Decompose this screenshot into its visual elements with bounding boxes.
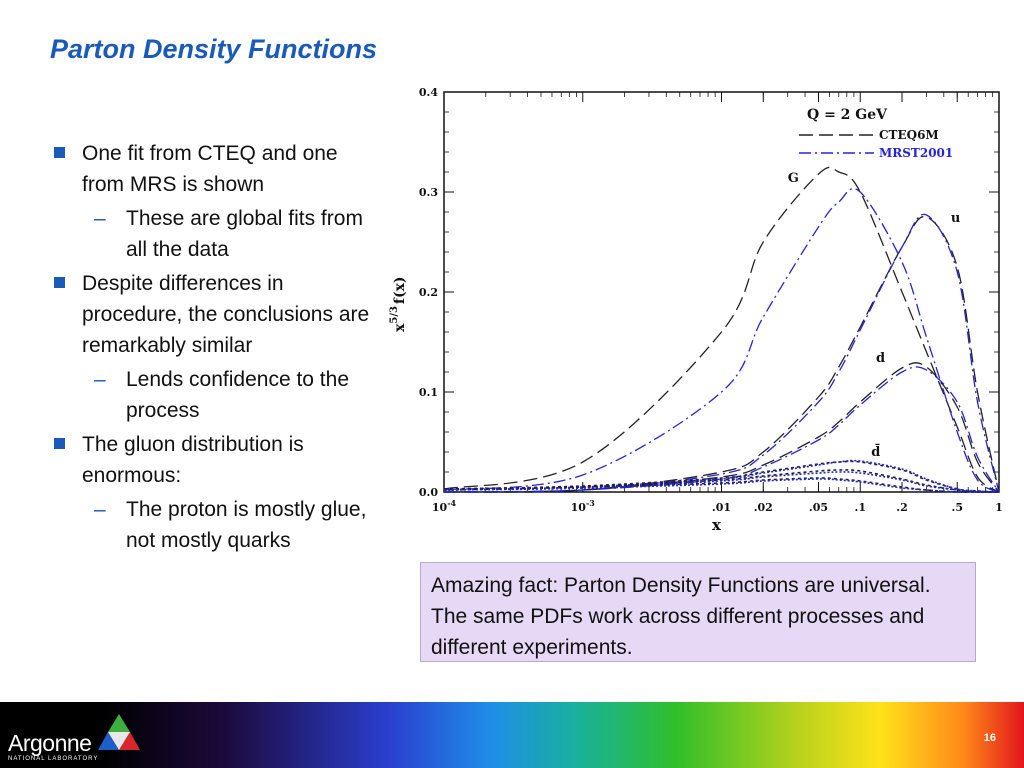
bullet-item: Despite differences in procedure, the co… — [54, 268, 374, 361]
footer-bar: Argonne NATIONAL LABORATORY 16 — [0, 702, 1024, 768]
series-line-mrst2001 — [443, 213, 1000, 493]
sub-bullet-item: – The proton is mostly glue, not mostly q… — [54, 494, 374, 556]
square-bullet-icon — [54, 438, 65, 449]
series-line-mrst2001 — [443, 478, 999, 493]
sub-bullet-text: Lends confidence to the process — [126, 368, 350, 422]
series-line-cteq6m — [443, 166, 1000, 493]
bullet-text: One fit from CTEQ and one from MRS is sh… — [82, 142, 338, 196]
legend-label-mrst: MRST2001 — [879, 146, 953, 160]
y-tick-label: 0.3 — [419, 186, 438, 199]
curve-label: d̄ — [871, 443, 880, 460]
dash-bullet-icon: – — [94, 207, 106, 230]
y-axis-label-rest: f(x) — [392, 276, 408, 304]
y-tick-label: 0.0 — [419, 486, 438, 499]
x-tick-label: .01 — [712, 501, 731, 514]
chart-title: Q = 2 GeV — [807, 107, 888, 123]
y-axis-label: x5/3 f(x) — [389, 276, 408, 332]
page-number: 16 — [983, 732, 996, 744]
curve-label: u — [951, 211, 960, 226]
sub-bullet-text: The proton is mostly glue, not mostly qu… — [126, 498, 367, 552]
y-tick-label: 0.4 — [419, 86, 438, 99]
bullet-item: The gluon distribution is enormous: — [54, 429, 374, 491]
pdf-chart: 10-4 10-3.01.02.05.1.2.5 10.00.10.20.30.4 … — [389, 86, 1003, 534]
x-tick-label: .05 — [809, 501, 828, 514]
x-axis-label: x — [712, 516, 722, 534]
x-tick-label: .02 — [754, 501, 773, 514]
bullet-list: One fit from CTEQ and one from MRS is sh… — [54, 138, 374, 559]
series-line-mrst2001 — [443, 187, 1000, 493]
x-tick-label: 10-4 — [432, 498, 457, 514]
y-tick-label: 0.1 — [419, 386, 438, 399]
argonne-logo: Argonne NATIONAL LABORATORY — [8, 708, 140, 764]
curve-label: d — [876, 351, 885, 366]
series-line-cteq6m — [443, 362, 1000, 493]
callout-text: Amazing fact: Parton Density Functions a… — [431, 574, 931, 659]
sub-bullet-item: – Lends confidence to the process — [54, 364, 374, 426]
y-axis-label-base: x — [392, 323, 408, 332]
logo-wordmark: Argonne — [8, 730, 92, 756]
bullet-item: One fit from CTEQ and one from MRS is sh… — [54, 138, 374, 200]
square-bullet-icon — [54, 147, 65, 158]
sub-bullet-text: These are global fits from all the data — [126, 207, 363, 261]
x-tick-label: .2 — [896, 501, 907, 514]
y-axis-label-exp: 5/3 — [389, 306, 400, 324]
dash-bullet-icon: – — [94, 498, 106, 521]
series-line-mrst2001 — [443, 366, 1000, 493]
page-title: Parton Density Functions — [50, 34, 378, 64]
bullet-text: Despite differences in procedure, the co… — [82, 272, 370, 357]
svg-text:x5/3f(x): x5/3 f(x) — [389, 276, 408, 332]
square-bullet-icon — [54, 277, 65, 288]
x-tick-label: .5 — [951, 501, 962, 514]
callout-box: Amazing fact: Parton Density Functions a… — [420, 562, 976, 662]
series-line-mrst2001 — [443, 471, 1000, 493]
legend-label-cteq: CTEQ6M — [879, 128, 939, 142]
y-tick-label: 0.2 — [419, 286, 438, 299]
x-tick-label: 1 — [995, 501, 1003, 514]
logo-subtitle: NATIONAL LABORATORY — [8, 756, 99, 762]
sub-bullet-item: – These are global fits from all the data — [54, 203, 374, 265]
triangle-logo-icon — [98, 714, 140, 750]
series-line-mrst2001 — [443, 459, 1000, 493]
dash-bullet-icon: – — [94, 368, 106, 391]
x-tick-label: .1 — [855, 501, 866, 514]
curve-label: G — [788, 171, 799, 186]
bullet-text: The gluon distribution is enormous: — [82, 433, 304, 487]
chart-legend: CTEQ6M MRST2001 — [799, 128, 953, 160]
x-tick-label: 10-3 — [571, 498, 596, 514]
series-line-cteq6m — [443, 215, 1000, 493]
x-tick-label-exp: -4 — [447, 498, 456, 508]
x-tick-label-exp: -3 — [586, 498, 595, 508]
